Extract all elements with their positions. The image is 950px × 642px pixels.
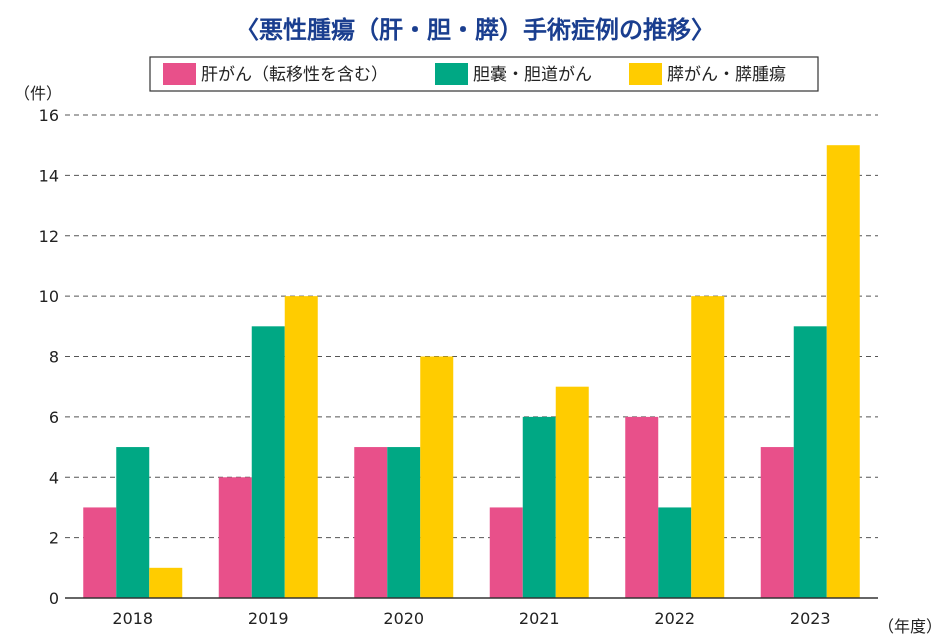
bar-2020-series-3 [420, 356, 454, 598]
bar-2022-series-3 [691, 296, 725, 598]
legend-swatch [629, 63, 662, 85]
y-tick-label: 0 [49, 589, 59, 608]
bar-2023-series-1 [760, 447, 794, 598]
legend-box [149, 56, 819, 92]
x-tick-label: 2022 [654, 609, 695, 628]
bar-2021-series-1 [489, 507, 523, 598]
legend-label: 膵がん・膵腫瘍 [667, 65, 786, 85]
x-axis-ticks: 2018 2019 2020 2021 2022 2023 [112, 609, 830, 628]
x-axis-label: （年度） [878, 617, 942, 636]
x-tick-label: 2019 [248, 609, 289, 628]
bar-2018-series-3 [149, 567, 183, 598]
y-tick-label: 10 [39, 287, 59, 306]
bar-2023-series-2 [793, 326, 827, 598]
bar-2020-series-1 [354, 447, 388, 598]
bar-2019-series-2 [251, 326, 285, 598]
bar-2019-series-1 [218, 477, 252, 598]
chart-title: 〈悪性腫瘍（肝・胆・膵）手術症例の推移〉 [235, 16, 715, 44]
legend-items: 肝がん（転移性を含む） 胆嚢・胆道がん 膵がん・膵腫瘍 [163, 63, 786, 85]
legend-label: 肝がん（転移性を含む） [201, 65, 388, 85]
y-tick-label: 2 [49, 529, 59, 548]
x-tick-label: 2020 [383, 609, 424, 628]
x-tick-label: 2023 [790, 609, 831, 628]
bar-2021-series-2 [522, 416, 556, 598]
bar-2022-series-1 [625, 416, 659, 598]
y-axis-label: （件） [14, 84, 62, 103]
legend: 肝がん（転移性を含む） 胆嚢・胆道がん 膵がん・膵腫瘍 [149, 56, 819, 92]
y-tick-label: 4 [49, 468, 59, 487]
y-tick-label: 8 [49, 348, 59, 367]
x-tick-label: 2021 [519, 609, 560, 628]
legend-swatch [163, 63, 196, 85]
bar-2019-series-3 [284, 296, 318, 598]
bar-2023-series-3 [826, 145, 860, 598]
y-axis-ticks: 0 2 4 6 8 10 12 14 16 [39, 106, 59, 608]
gridlines [65, 114, 878, 539]
legend-label: 胆嚢・胆道がん [473, 65, 592, 85]
bar-2021-series-3 [555, 386, 589, 598]
y-tick-label: 14 [39, 166, 59, 185]
bar-2018-series-1 [83, 507, 117, 598]
y-tick-label: 6 [49, 408, 59, 427]
bar-2020-series-2 [387, 447, 421, 598]
bar-2018-series-2 [116, 447, 150, 598]
legend-swatch [435, 63, 468, 85]
bars [83, 145, 860, 598]
bar-2022-series-2 [658, 507, 692, 598]
y-tick-label: 16 [39, 106, 59, 125]
y-tick-label: 12 [39, 227, 59, 246]
x-tick-label: 2018 [112, 609, 153, 628]
